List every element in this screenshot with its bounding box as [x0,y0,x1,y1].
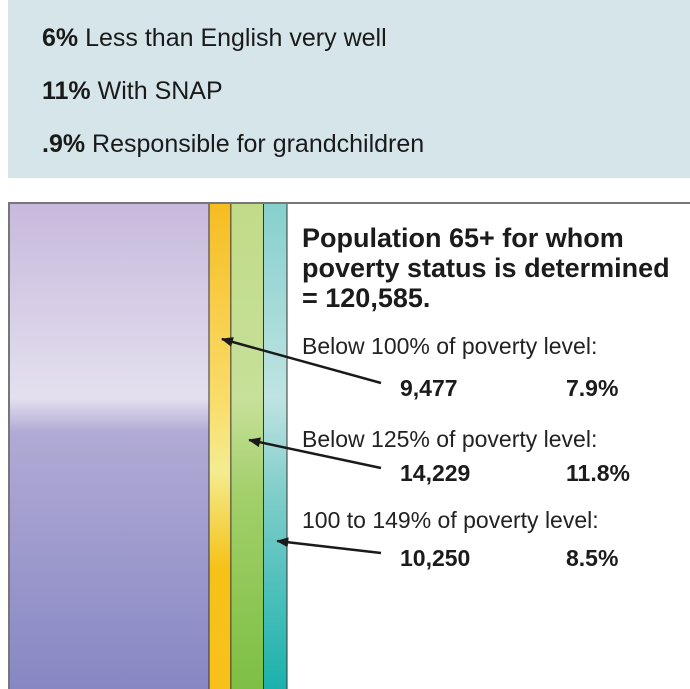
series-label-100-149: 100 to 149% of poverty level: [302,507,599,533]
stat-label: Responsible for grandchildren [92,130,425,158]
stat-value: .9% [42,130,86,158]
arrow-below-100 [220,337,382,385]
series-count-below-100: 9,477 [400,375,458,401]
stat-snap: 11% With SNAP [42,77,223,106]
stat-value: 11% [42,77,91,105]
series-label-below-125: Below 125% of poverty level: [302,426,598,452]
bar-remainder [10,204,209,689]
stat-label: Less than English very well [85,24,387,52]
stat-value: 6% [42,24,79,52]
series-label-below-100: Below 100% of poverty level: [302,333,598,359]
stats-box: 6% Less than English very well 11% With … [8,0,690,178]
series-percent-below-125: 11.8% [566,460,630,486]
stat-label: With SNAP [97,77,223,105]
stat-grandchildren: .9% Responsible for grandchildren [42,130,424,159]
arrow-below-125 [248,437,382,470]
bar-below-125 [230,204,264,689]
chart-frame [8,202,690,689]
arrow-100-149 [276,537,382,555]
bar-below-100 [209,204,231,689]
chart-title: Population 65+ for whom poverty status i… [302,223,670,313]
series-percent-below-100: 7.9% [566,375,619,401]
series-percent-100-149: 8.5% [566,545,619,571]
series-count-100-149: 10,250 [400,545,471,571]
series-count-below-125: 14,229 [400,460,471,486]
stat-english: 6% Less than English very well [42,24,387,53]
